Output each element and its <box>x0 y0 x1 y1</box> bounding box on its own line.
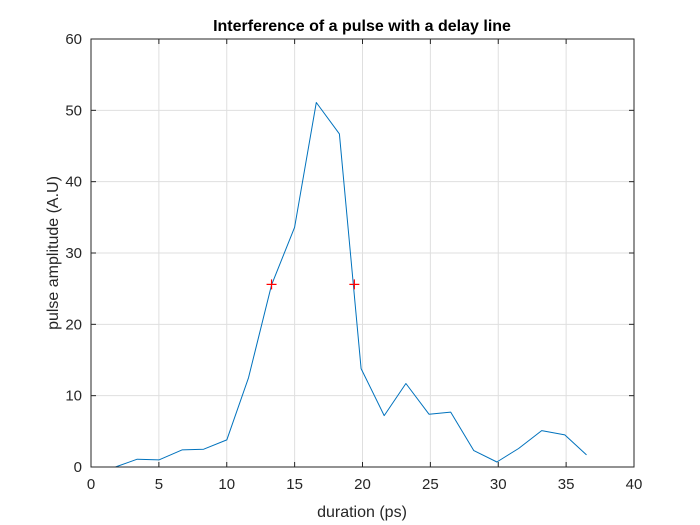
y-tick-label: 20 <box>65 316 82 333</box>
grid-lines <box>91 39 634 467</box>
y-axis-label: pulse amplitude (A.U) <box>45 176 62 330</box>
x-tick-label: 5 <box>155 476 163 493</box>
x-tick-label: 20 <box>354 476 371 493</box>
plus-marker <box>349 279 360 290</box>
series-line <box>115 102 587 468</box>
y-tick-labels: 0 10 20 30 40 50 60 <box>65 31 82 476</box>
x-tick-label: 15 <box>286 476 303 493</box>
x-tick-labels: 0 5 10 15 20 25 30 35 40 <box>87 476 643 493</box>
chart-title: Interference of a pulse with a delay lin… <box>213 18 511 35</box>
x-tick-label: 40 <box>626 476 643 493</box>
y-tick-label: 40 <box>65 174 82 191</box>
y-tick-label: 60 <box>65 31 82 48</box>
y-tick-label: 50 <box>65 102 82 119</box>
x-tick-label: 30 <box>490 476 507 493</box>
y-tick-label: 30 <box>65 245 82 262</box>
x-tick-label: 35 <box>558 476 575 493</box>
y-tick-label: 0 <box>74 459 82 476</box>
axis-ticks <box>90 38 635 468</box>
x-axis-label: duration (ps) <box>317 504 407 521</box>
x-tick-label: 0 <box>87 476 95 493</box>
y-tick-label: 10 <box>65 388 82 405</box>
marker-layer <box>266 279 360 290</box>
x-tick-label: 10 <box>218 476 235 493</box>
series-layer <box>115 102 587 468</box>
plus-marker <box>266 279 277 290</box>
x-tick-label: 25 <box>422 476 439 493</box>
